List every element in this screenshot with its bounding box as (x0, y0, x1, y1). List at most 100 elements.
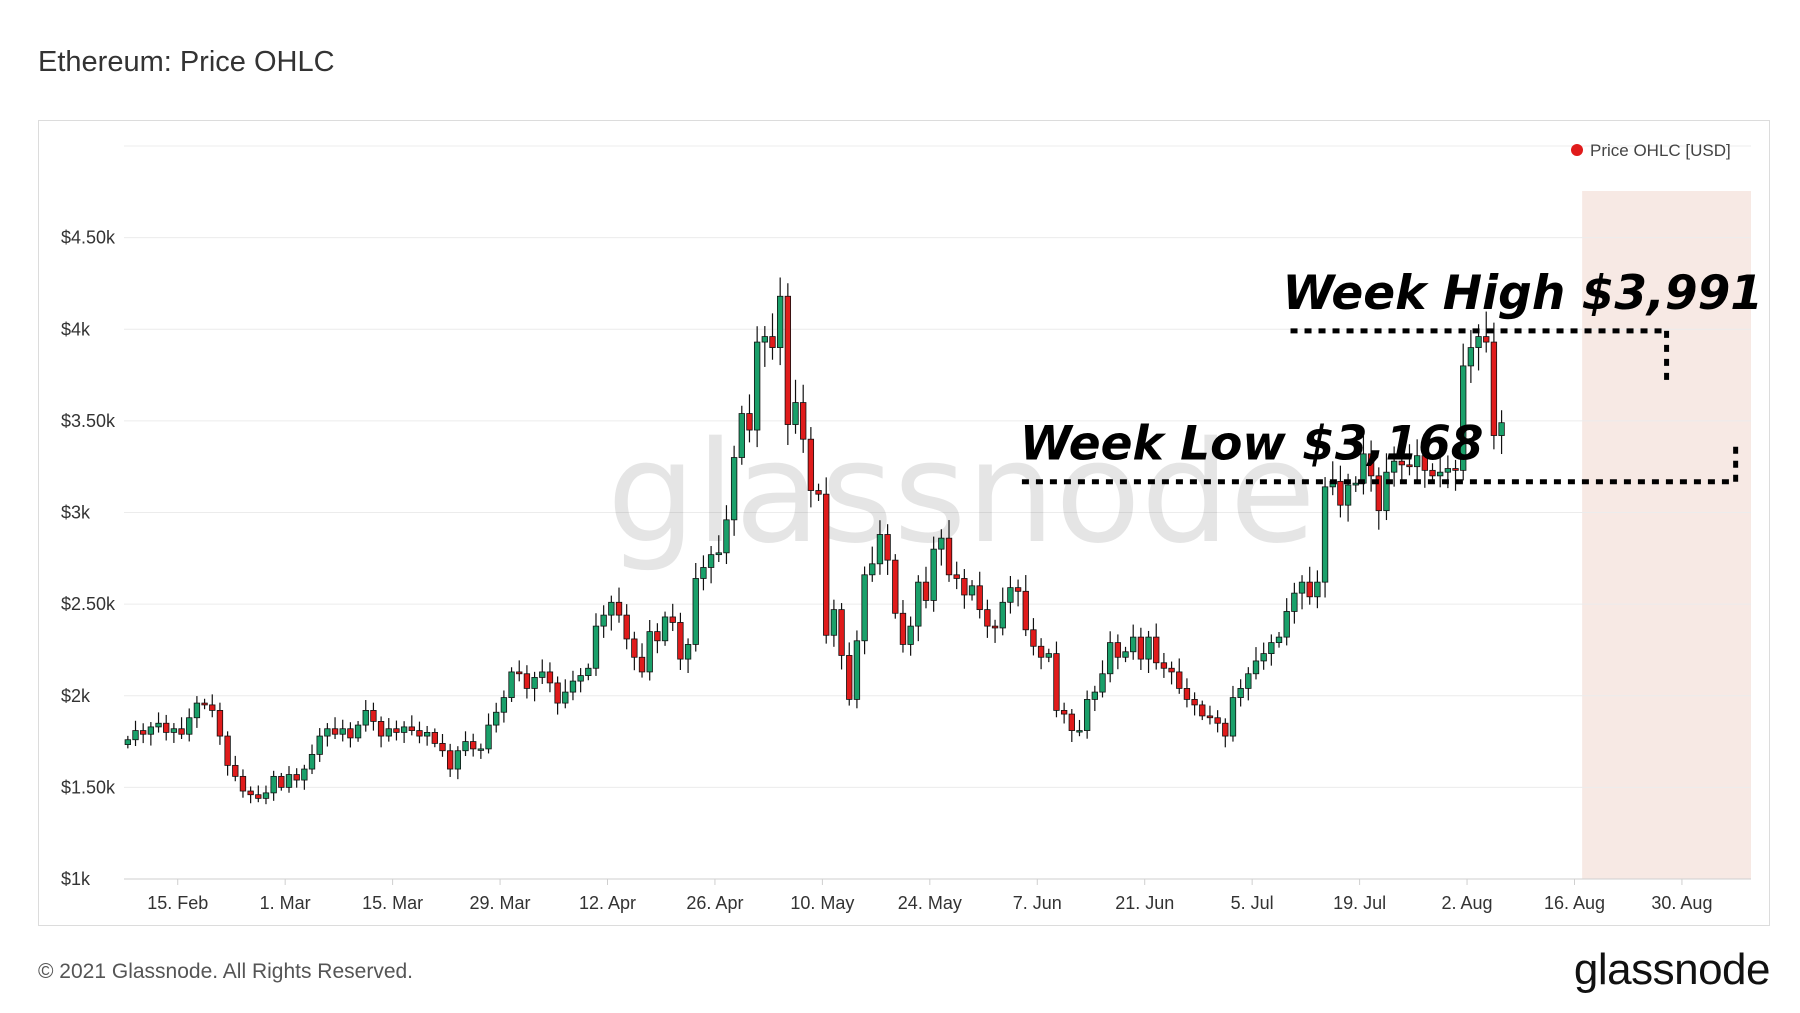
candle-down (1214, 717, 1221, 724)
chart-canvas: glassnode $1k$1.50k$2k$2.50k$3k$3.50k$4k… (61, 141, 1763, 913)
candle-up (968, 585, 976, 596)
candle-down (654, 631, 661, 642)
legend[interactable]: Price OHLC [USD] (1571, 141, 1731, 160)
candle-up (423, 732, 431, 737)
y-axis: $1k $1.50k $2k $2.50k $3k $3.50k $4k $4.50k (61, 228, 116, 889)
candle-up (562, 691, 569, 704)
candle-down (293, 774, 300, 781)
candle-up (1352, 482, 1359, 486)
candle-up (324, 728, 331, 737)
candle-down (278, 775, 285, 788)
candle-down (239, 775, 247, 792)
candle-down (408, 726, 415, 731)
candle-down (1375, 475, 1382, 512)
candle-up (1467, 347, 1475, 367)
candle-up (362, 710, 369, 726)
candle-down (447, 750, 454, 770)
candle-up (646, 631, 653, 673)
candle-up (270, 775, 277, 794)
candle-down (1168, 667, 1175, 673)
candle-down (892, 559, 899, 614)
candle-down (370, 710, 377, 722)
candle-up (1413, 455, 1421, 468)
candle-up (915, 581, 922, 627)
candle-up (592, 625, 600, 669)
candle-down (1037, 645, 1045, 658)
candle-down (623, 614, 630, 640)
candle-up (1229, 697, 1237, 737)
candle-up (147, 726, 155, 735)
candle-down (1406, 464, 1413, 468)
candle-up (876, 534, 884, 565)
candle-up (1083, 699, 1091, 731)
candle-up (186, 717, 193, 735)
candle-up (124, 739, 132, 745)
candle-up (1145, 636, 1152, 660)
candle-up (723, 519, 730, 554)
candle-up (692, 578, 699, 645)
candle-up (301, 768, 308, 781)
candle-up (1314, 581, 1321, 598)
candle-down (677, 622, 684, 660)
candle-up (1260, 653, 1267, 662)
candle-down (815, 490, 822, 495)
y-tick-label: $2k (61, 686, 91, 706)
candle-up (339, 728, 346, 735)
candle-down (800, 402, 807, 440)
candle-up (1268, 642, 1275, 655)
candle-down (416, 730, 423, 737)
candle-up (1122, 651, 1129, 658)
candle-up (1076, 730, 1083, 733)
y-tick-label: $1.50k (61, 777, 116, 797)
candle-down (1367, 453, 1375, 477)
candle-up (707, 554, 715, 568)
candle-down (140, 730, 147, 735)
candle-down (884, 534, 891, 561)
y-tick-label: $3.50k (61, 411, 116, 431)
candle-down (1199, 704, 1206, 717)
candle-up (508, 671, 515, 698)
candle-down (769, 336, 776, 348)
candle-down (1160, 662, 1168, 669)
x-tick-label: 7. Jun (1013, 893, 1062, 913)
x-tick-label: 5. Jul (1231, 893, 1274, 913)
highlight-band (1582, 191, 1751, 879)
candle-up (354, 724, 362, 739)
highlight-layer (1582, 191, 1751, 879)
candle-up (500, 697, 508, 713)
candle-up (285, 774, 293, 788)
candle-down (201, 702, 208, 706)
candle-up (738, 413, 745, 458)
candle-up (1237, 688, 1244, 698)
candle-up (907, 625, 914, 645)
candle-up (1291, 592, 1298, 612)
candle-down (523, 673, 531, 689)
candle-up (1099, 673, 1106, 693)
candle-up (1283, 611, 1290, 638)
candle-up (539, 671, 546, 678)
candle-up (661, 616, 669, 642)
glassnode-logo[interactable]: glassnode (1573, 945, 1771, 994)
x-tick-label: 24. May (898, 893, 962, 913)
candle-up (861, 574, 868, 642)
candle-up (777, 295, 784, 348)
candle-down (431, 732, 438, 744)
candle-down (976, 585, 983, 611)
candle-up (170, 728, 178, 733)
candle-down (669, 616, 676, 623)
candle-up (1091, 691, 1098, 700)
candle-down (255, 794, 262, 799)
candle-up (462, 741, 469, 752)
candle-down (899, 612, 907, 645)
candle-down (224, 735, 231, 766)
candle-up (1130, 636, 1137, 653)
candle-down (470, 741, 477, 750)
candle-up (132, 730, 139, 741)
candle-down (232, 764, 239, 777)
candle-up (938, 537, 945, 550)
candle-down (209, 704, 216, 711)
candle-up (577, 675, 584, 682)
legend-label: Price OHLC [USD] (1590, 141, 1731, 160)
candle-down (1429, 469, 1436, 477)
candle-down (615, 601, 623, 616)
